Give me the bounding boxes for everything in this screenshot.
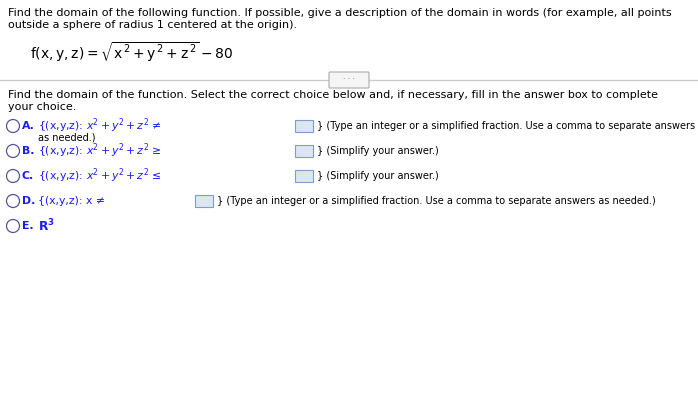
FancyBboxPatch shape	[329, 72, 369, 88]
Text: } (Simplify your answer.): } (Simplify your answer.)	[317, 146, 439, 156]
Text: Find the domain of the following function. If possible, give a description of th: Find the domain of the following functio…	[8, 8, 671, 18]
Text: E.: E.	[22, 221, 34, 231]
FancyBboxPatch shape	[295, 120, 313, 132]
FancyBboxPatch shape	[195, 195, 213, 207]
Text: your choice.: your choice.	[8, 102, 76, 112]
Text: outside a sphere of radius 1 centered at the origin).: outside a sphere of radius 1 centered at…	[8, 20, 297, 30]
Text: Find the domain of the function. Select the correct choice below and, if necessa: Find the domain of the function. Select …	[8, 90, 658, 100]
Circle shape	[6, 195, 20, 207]
Text: {(x,y,z): $x^2+y^2+z^2\ $≤: {(x,y,z): $x^2+y^2+z^2\ $≤	[38, 167, 162, 185]
Text: D.: D.	[22, 196, 36, 206]
Circle shape	[6, 220, 20, 232]
Circle shape	[6, 119, 20, 133]
Text: B.: B.	[22, 146, 34, 156]
Text: } (Type an integer or a simplified fraction. Use a comma to separate answers: } (Type an integer or a simplified fract…	[317, 121, 695, 131]
Text: {(x,y,z): $x^2+y^2+z^2\ $≠: {(x,y,z): $x^2+y^2+z^2\ $≠	[38, 117, 162, 135]
Text: C.: C.	[22, 171, 34, 181]
Text: } (Simplify your answer.): } (Simplify your answer.)	[317, 171, 439, 181]
Text: {(x,y,z): $x^2+y^2+z^2\ $≥: {(x,y,z): $x^2+y^2+z^2\ $≥	[38, 142, 162, 160]
Text: $\mathbf{R}^{\mathbf{3}}$: $\mathbf{R}^{\mathbf{3}}$	[38, 218, 55, 234]
Text: {(x,y,z): x ≠: {(x,y,z): x ≠	[38, 196, 105, 206]
FancyBboxPatch shape	[295, 145, 313, 157]
Text: } (Type an integer or a simplified fraction. Use a comma to separate answers as : } (Type an integer or a simplified fract…	[217, 196, 655, 206]
Text: $\mathsf{f(x,y,z) = \sqrt{x^{\,2}+y^{\,2}+z^{\,2}} - 80}$: $\mathsf{f(x,y,z) = \sqrt{x^{\,2}+y^{\,2…	[30, 40, 233, 64]
Text: · · ·: · · ·	[343, 76, 355, 84]
Circle shape	[6, 170, 20, 183]
Text: as needed.): as needed.)	[38, 133, 96, 143]
Text: A.: A.	[22, 121, 35, 131]
Circle shape	[6, 144, 20, 158]
FancyBboxPatch shape	[295, 170, 313, 182]
